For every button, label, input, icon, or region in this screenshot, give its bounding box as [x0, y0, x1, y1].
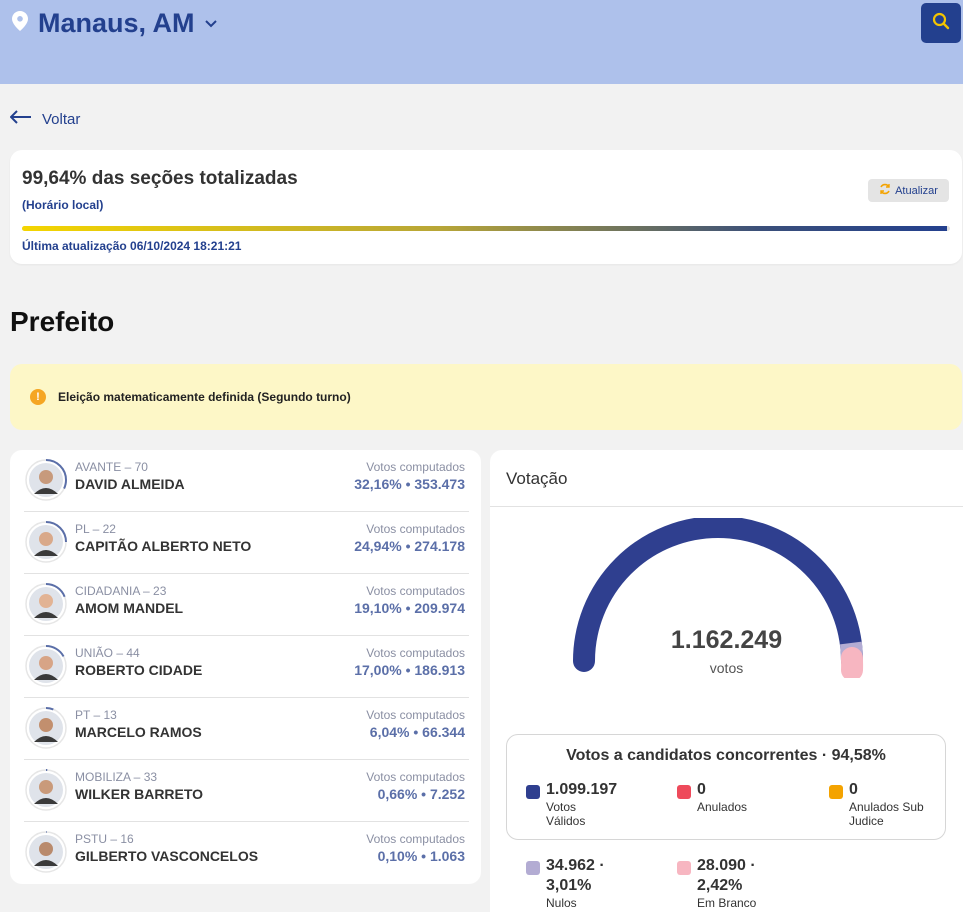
candidate-votes: 0,66% • 7.252 — [377, 786, 465, 802]
candidate-row[interactable]: MOBILIZA – 33 WILKER BARRETO Votos computa… — [24, 760, 469, 822]
candidates-list: AVANTE – 70 DAVID ALMEIDA Votos computados… — [10, 450, 481, 884]
candidate-votes: 6,04% • 66.344 — [369, 724, 465, 740]
candidate-avatar — [24, 582, 68, 626]
arrow-left-icon — [9, 110, 32, 128]
candidate-votes: 32,16% • 353.473 — [354, 476, 465, 492]
back-link[interactable]: Voltar — [9, 110, 81, 128]
votes-label: Votos computados — [366, 460, 465, 474]
candidate-avatar — [24, 706, 68, 750]
total-votes: 1.162.249 — [670, 626, 783, 654]
candidate-name: AMOM MANDEL — [75, 600, 184, 616]
candidate-row[interactable]: PSTU – 16 GILBERTO VASCONCELOS Votos compu… — [24, 822, 469, 884]
votes-label: Votos computados — [366, 708, 465, 722]
header: Manaus, AM — [0, 0, 963, 84]
candidate-party: AVANTE – 70 — [75, 460, 148, 474]
candidate-party: PL – 22 — [75, 522, 116, 536]
progress-fill — [22, 226, 947, 231]
candidate-party: UNIÃO – 44 — [75, 646, 140, 660]
votes-gauge — [573, 518, 864, 678]
local-time-note: (Horário local) — [22, 198, 104, 212]
location-selector[interactable]: Manaus, AM — [12, 8, 217, 39]
last-update: Última atualização 06/10/2024 18:21:21 — [22, 239, 242, 253]
section-title: Prefeito — [10, 306, 115, 337]
candidate-party: PSTU – 16 — [75, 832, 134, 846]
candidate-name: CAPITÃO ALBERTO NETO — [75, 538, 252, 554]
divider — [490, 506, 963, 507]
votes-label: Votos computados — [366, 770, 465, 784]
candidate-votes: 0,10% • 1.063 — [377, 848, 465, 864]
legend-label: Votos Válidos — [546, 800, 586, 828]
legend-swatch — [677, 861, 691, 875]
legend-label: Em Branco — [697, 896, 757, 910]
back-label: Voltar — [42, 110, 81, 128]
votes-label: Votos computados — [366, 584, 465, 598]
candidate-name: MARCELO RAMOS — [75, 724, 202, 740]
candidate-row[interactable]: PL – 22 CAPITÃO ALBERTO NETO Votos computa… — [24, 512, 469, 574]
location-name: Manaus, AM — [38, 8, 195, 38]
refresh-button[interactable]: Atualizar — [868, 179, 949, 202]
candidate-avatar — [24, 458, 68, 502]
candidate-avatar — [24, 830, 68, 874]
search-button[interactable] — [921, 3, 961, 43]
candidate-avatar — [24, 520, 68, 564]
totalization-progress-bar — [22, 226, 950, 231]
search-icon — [932, 12, 950, 35]
legend-value: 0 — [697, 781, 706, 798]
competing-votes-box: Votos a candidatos concorrentes · 94,58%… — [506, 734, 946, 840]
total-votes-unit: votos — [709, 660, 744, 676]
competing-votes-title: Votos a candidatos concorrentes · 94,58% — [566, 747, 886, 764]
candidate-avatar — [24, 768, 68, 812]
gauge-valid-arc — [573, 518, 863, 672]
legend-swatch — [677, 785, 691, 799]
candidate-name: DAVID ALMEIDA — [75, 476, 185, 492]
legend-swatch — [526, 785, 540, 799]
candidate-name: WILKER BARRETO — [75, 786, 204, 802]
legend-label: Anulados Sub Judice — [849, 800, 924, 828]
votes-label: Votos computados — [366, 646, 465, 660]
legend-swatch — [829, 785, 843, 799]
legend-value: 34.962 · 3,01% — [546, 857, 605, 894]
candidate-row[interactable]: CIDADANIA – 23 AMOM MANDEL Votos computado… — [24, 574, 469, 636]
legend-value: 0 — [849, 781, 858, 798]
legend-label: Anulados — [697, 800, 748, 814]
candidate-name: ROBERTO CIDADE — [75, 662, 203, 678]
candidate-row[interactable]: PT – 13 MARCELO RAMOS Votos computados 6,04… — [24, 698, 469, 760]
legend-value: 1.099.197 — [546, 781, 618, 798]
alert-text: Eleição matematicamente definida (Segund… — [58, 390, 351, 404]
voting-title: Votação — [506, 469, 568, 488]
votes-label: Votos computados — [366, 832, 465, 846]
candidate-party: PT – 13 — [75, 708, 117, 722]
totalization-title: 99,64% das seções totalizadas — [22, 168, 298, 189]
info-icon: ! — [30, 389, 46, 405]
chevron-down-icon — [204, 15, 217, 33]
legend-swatch — [526, 861, 540, 875]
candidate-votes: 24,94% • 274.178 — [354, 538, 465, 554]
candidate-avatar — [24, 644, 68, 688]
candidate-row[interactable]: AVANTE – 70 DAVID ALMEIDA Votos computados… — [24, 450, 469, 512]
candidate-name: GILBERTO VASCONCELOS — [75, 848, 259, 864]
legend-label: Nulos — [546, 896, 577, 910]
votes-label: Votos computados — [366, 522, 465, 536]
location-pin-icon — [12, 11, 28, 36]
voting-panel: Votação 1.162.249 votos Votos a candidat… — [490, 450, 963, 912]
refresh-icon — [879, 183, 891, 198]
candidate-party: MOBILIZA – 33 — [75, 770, 158, 784]
legend-value: 28.090 · 2,42% — [697, 857, 756, 894]
candidate-party: CIDADANIA – 23 — [75, 584, 167, 598]
totalization-card: 99,64% das seções totalizadas (Horário l… — [10, 150, 962, 264]
result-alert: ! Eleição matematicamente definida (Segu… — [10, 364, 962, 430]
refresh-label: Atualizar — [895, 184, 938, 197]
candidate-votes: 17,00% • 186.913 — [354, 662, 465, 678]
candidate-votes: 19,10% • 209.974 — [354, 600, 465, 616]
candidate-row[interactable]: UNIÃO – 44 ROBERTO CIDADE Votos computados… — [24, 636, 469, 698]
